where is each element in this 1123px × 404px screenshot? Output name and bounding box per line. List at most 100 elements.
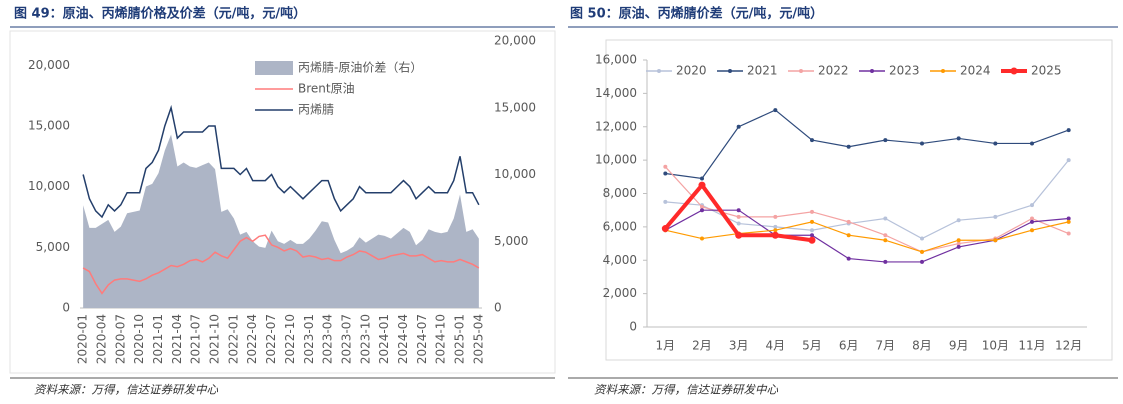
x-tick-label: 2021-01 (151, 314, 165, 364)
y-tick-label: 6,000 (603, 219, 637, 233)
marker (810, 219, 814, 224)
marker (736, 124, 741, 129)
y2-tick-label: 10,000 (494, 167, 536, 181)
marker (736, 221, 741, 226)
x-tick-label: 2020-04 (94, 314, 108, 364)
marker (771, 231, 779, 239)
legend-label: 2025 (1031, 64, 1062, 78)
marker (1066, 128, 1071, 133)
chart-title: 图 50：原油、丙烯腈价差（元/吨，元/吨） (570, 6, 823, 22)
marker (956, 136, 961, 141)
marker (956, 241, 961, 246)
legend-marker (799, 69, 803, 73)
legend-marker (728, 69, 732, 73)
marker (663, 164, 668, 169)
y-tick-label: 12,000 (595, 119, 637, 133)
marker (1066, 216, 1071, 221)
x-tick-label: 3月 (729, 339, 749, 353)
x-tick-label: 2022-04 (245, 314, 259, 364)
line (82, 104, 480, 219)
marker (993, 214, 998, 219)
x-tick-label: 2022-07 (264, 314, 278, 364)
x-tick-label: 9月 (949, 339, 969, 353)
marker (920, 259, 924, 264)
marker (1066, 231, 1071, 236)
chart-frame (9, 30, 556, 374)
marker (773, 214, 778, 219)
marker (920, 249, 924, 254)
legend-label: 2022 (818, 64, 849, 78)
y-tick-label: 2,000 (603, 286, 637, 300)
x-tick-label: 2023-04 (321, 314, 335, 364)
marker (883, 233, 888, 238)
x-tick-label: 8月 (912, 339, 932, 353)
y-tick-label: 0 (629, 320, 637, 334)
x-tick-label: 2025-04 (471, 314, 485, 364)
legend-marker (657, 69, 661, 73)
x-tick-label: 2021-07 (189, 314, 203, 364)
y-tick-label: 5,000 (36, 240, 70, 254)
x-tick-label: 2022-01 (226, 314, 240, 364)
y2-tick-label: 20,000 (494, 34, 536, 48)
line (82, 234, 480, 295)
x-tick-label: 5月 (802, 339, 822, 353)
y-tick-label: 20,000 (28, 58, 70, 72)
x-tick-label: 2022-10 (283, 314, 297, 364)
x-tick-label: 2021-10 (208, 314, 222, 364)
marker (1030, 203, 1034, 208)
legend-label: 丙烯腈-原油价差（右） (298, 60, 422, 75)
marker (808, 236, 816, 244)
x-tick-label: 2023-07 (339, 314, 353, 364)
x-tick-label: 10月 (982, 339, 1009, 353)
x-tick-label: 2023-10 (358, 314, 372, 364)
marker (956, 218, 961, 223)
x-tick-label: 2020-01 (76, 314, 90, 364)
y-tick-label: 10,000 (595, 153, 637, 167)
x-tick-label: 2025-01 (453, 314, 467, 364)
marker (956, 244, 961, 249)
marker (1030, 228, 1034, 233)
legend-label: 2021 (747, 64, 778, 78)
legend-label: 2020 (676, 64, 707, 78)
legend-label: 丙烯腈 (298, 103, 334, 117)
x-tick-label: 2021-04 (170, 314, 184, 364)
marker (773, 224, 778, 229)
y2-tick-label: 5,000 (494, 234, 528, 248)
line (665, 109, 1069, 180)
marker (846, 233, 851, 238)
marker (736, 214, 741, 219)
y-tick-label: 16,000 (595, 53, 637, 67)
marker (1066, 219, 1071, 224)
y-tick-label: 10,000 (28, 179, 70, 193)
marker (810, 233, 814, 238)
marker (920, 236, 924, 241)
x-tick-label: 2024-04 (396, 314, 410, 364)
x-tick-label: 2月 (692, 339, 712, 353)
x-tick-label: 2023-01 (302, 314, 316, 364)
source-note: 资料来源：万得，信达证券研发中心 (34, 383, 218, 397)
x-tick-label: 12月 (1055, 339, 1082, 353)
marker (920, 141, 924, 146)
line (665, 221, 1069, 253)
legend-marker (870, 69, 874, 73)
marker (773, 228, 778, 233)
y-tick-label: 4,000 (603, 253, 637, 267)
source-note: 资料来源：万得，信达证券研发中心 (594, 383, 778, 397)
x-tick-label: 2020-10 (132, 314, 146, 364)
marker (1030, 216, 1034, 221)
x-tick-label: 6月 (839, 339, 859, 353)
marker (846, 219, 851, 224)
legend-label: 2024 (960, 64, 991, 78)
marker (993, 141, 998, 146)
legend-marker (941, 69, 945, 73)
marker (663, 171, 668, 176)
marker (810, 209, 814, 214)
chart-title: 图 49：原油、丙烯腈价格及价差（元/吨，元/吨） (14, 6, 306, 22)
x-tick-label: 2024-10 (434, 314, 448, 364)
marker (956, 238, 961, 243)
marker (846, 256, 851, 261)
marker (661, 225, 669, 233)
marker (700, 176, 704, 181)
marker (736, 208, 741, 213)
